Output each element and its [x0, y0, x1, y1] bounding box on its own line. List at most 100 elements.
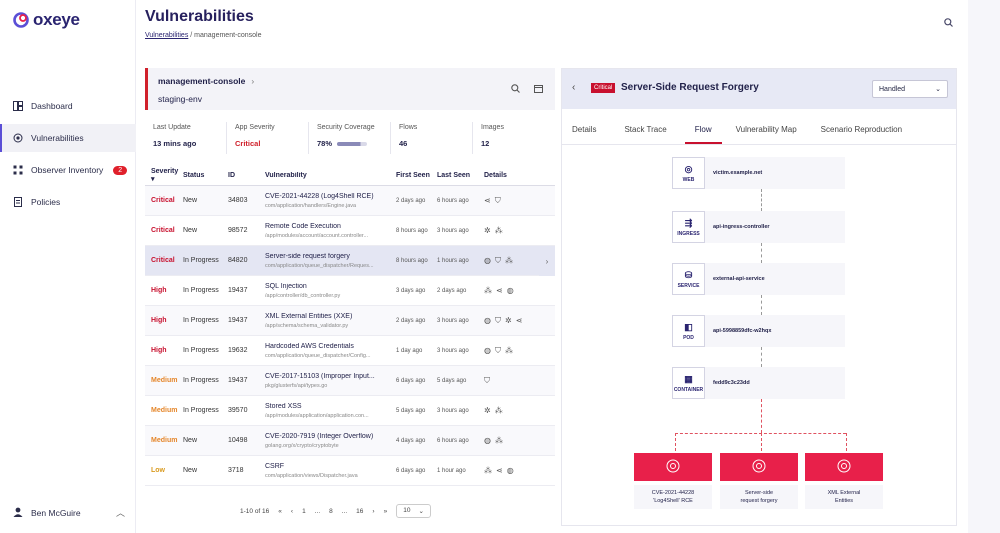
share-icon[interactable]: ⋖ [515, 315, 523, 325]
search-icon[interactable] [511, 84, 520, 95]
tab-flow[interactable]: Flow [684, 121, 722, 144]
sidebar-item-dashboard[interactable]: Dashboard [0, 92, 136, 120]
chat-icon[interactable]: ◍ [506, 286, 514, 295]
vulnerability-path: golang.org/x/crypto/cryptobyte [265, 442, 339, 449]
table-row[interactable]: High In Progress 19632 Hardcoded AWS Creden… [145, 336, 555, 366]
first-page-icon[interactable]: « [278, 507, 282, 515]
table-row[interactable]: High In Progress 19437 XML External Entitie… [145, 306, 555, 336]
page-8[interactable]: 8 [329, 507, 333, 515]
node-label: victim.example.net [713, 170, 763, 176]
sort-icon: ▾ [151, 176, 155, 183]
table-row[interactable]: Critical New 98572 Remote Code Execution/ap… [145, 216, 555, 246]
search-icon[interactable] [944, 18, 953, 29]
last-seen-cell: 3 hours ago [437, 347, 469, 354]
chevron-right-icon: › [251, 76, 255, 86]
column-header-last-seen[interactable]: Last Seen [437, 172, 471, 179]
chevron-right-icon[interactable]: › [539, 246, 555, 276]
flow-node-service[interactable]: ⛁ SERVICE external-api-service [672, 263, 845, 295]
oxeye-logo-icon [12, 11, 30, 29]
last-page-icon[interactable]: » [383, 507, 388, 515]
share-icon[interactable]: ⋖ [496, 466, 503, 475]
severity-cell: Critical [151, 257, 175, 264]
vulnerability-cell: Stored XSS/app/modules/application/appli… [265, 403, 396, 419]
table-row[interactable]: Medium New 10498 CVE-2020-7919 (Integer Ove… [145, 426, 555, 456]
user-menu[interactable]: Ben McGuire ︿ [13, 506, 125, 519]
last-seen-cell: 5 days ago [437, 377, 467, 384]
shield-icon[interactable]: ⛉ [494, 315, 501, 325]
next-page-icon[interactable]: › [372, 507, 375, 515]
vulnerability-target[interactable] [720, 453, 798, 481]
per-page-select[interactable]: 10 ⌄ [396, 504, 431, 518]
column-header-status[interactable]: Status [183, 172, 205, 179]
back-icon[interactable]: ‹ [572, 82, 576, 93]
tab-vulnerability-map[interactable]: Vulnerability Map [735, 125, 797, 134]
column-header-details: Details [484, 172, 507, 179]
tree-icon[interactable]: ⁂ [494, 406, 503, 415]
shield-icon[interactable]: ⛉ [494, 345, 501, 355]
tab-details[interactable]: Details [572, 125, 597, 134]
column-header-id[interactable]: ID [228, 172, 235, 179]
chat-icon[interactable]: ◍ [484, 255, 491, 265]
column-header-vulnerability[interactable]: Vulnerability [265, 172, 307, 179]
column-header-severity[interactable]: Severity ▾ [145, 168, 183, 183]
chat-icon[interactable]: ◍ [506, 466, 514, 475]
shield-icon[interactable]: ⛉ [494, 255, 501, 265]
gear-icon[interactable]: ✲ [484, 226, 491, 235]
shield-icon[interactable]: ⛉ [484, 375, 490, 385]
target-label-line: CVE-2021-44228 [651, 490, 695, 496]
sidebar: oxeye Dashboard Vulnerabilities Observer… [0, 0, 136, 533]
severity-badge: Critical [591, 83, 616, 93]
flow-node-web[interactable]: ◎ WEB victim.example.net [672, 157, 845, 189]
policies-icon [13, 197, 23, 207]
table-row[interactable]: Medium In Progress 19437 CVE-2017-15103 (Im… [145, 366, 555, 396]
chat-icon[interactable]: ◍ [484, 345, 491, 355]
share-icon[interactable]: ⋖ [496, 286, 503, 295]
tree-icon[interactable]: ⁂ [504, 255, 513, 265]
gear-icon[interactable]: ✲ [484, 406, 491, 415]
gear-icon[interactable]: ✲ [504, 315, 512, 325]
tree-icon[interactable]: ⁂ [484, 466, 492, 475]
breadcrumb-current: management-console [194, 32, 262, 39]
vulnerability-target[interactable] [805, 453, 883, 481]
table-row[interactable]: Low New 3718 CSRF com/application/views/Disp… [145, 456, 555, 486]
environment-header[interactable]: management-console › staging-env [145, 68, 555, 110]
first-seen-cell: 6 days ago [396, 467, 426, 474]
sidebar-item-observer-inventory[interactable]: Observer Inventory 2 [0, 156, 136, 184]
table-row[interactable]: High In Progress 19437 SQL Injection/app/co… [145, 276, 555, 306]
chat-icon[interactable]: ◍ [484, 315, 491, 325]
prev-page-icon[interactable]: ‹ [290, 507, 294, 515]
tree-icon[interactable]: ⁂ [504, 345, 513, 355]
status-select-value: Handled [879, 85, 906, 93]
flow-node-pod[interactable]: ◧ POD api-5998859dfc-w2hqx [672, 315, 845, 347]
first-seen-cell: 8 hours ago [396, 227, 428, 234]
tab-stack-trace[interactable]: Stack Trace [624, 125, 667, 134]
chat-icon[interactable]: ◍ [484, 436, 491, 445]
status-select[interactable]: Handled ⌄ [872, 80, 948, 98]
vulnerability-cell: Remote Code Execution/app/modules/accoun… [265, 223, 396, 239]
page-1[interactable]: 1 [302, 507, 306, 515]
tree-icon[interactable]: ⁂ [484, 286, 492, 295]
tree-icon[interactable]: ⁂ [494, 226, 503, 235]
flow-node-ingress[interactable]: ⇶ INGRESS api-ingress-controller [672, 211, 845, 243]
column-header-first-seen[interactable]: First Seen [396, 172, 430, 179]
vulnerability-target[interactable] [634, 453, 712, 481]
table-row[interactable]: Critical In Progress 84820 Server-side requ… [145, 246, 555, 276]
flow-node-container[interactable]: ▦ CONTAINER fedd9c3c23dd [672, 367, 845, 399]
tree-icon[interactable]: ⁂ [494, 436, 503, 445]
share-icon[interactable]: ⋖ [484, 195, 491, 205]
first-seen-cell: 8 hours ago [396, 257, 428, 264]
page-16[interactable]: 16 [356, 507, 364, 515]
sidebar-item-policies[interactable]: Policies [0, 188, 136, 216]
logo[interactable]: oxeye [12, 10, 80, 30]
sidebar-item-vulnerabilities[interactable]: Vulnerabilities [0, 124, 136, 152]
vulnerability-title: Hardcoded AWS Credentials [265, 342, 354, 350]
severity-cell: Medium [151, 407, 178, 414]
shield-icon[interactable]: ⛉ [494, 195, 501, 205]
breadcrumb-link[interactable]: Vulnerabilities [145, 32, 189, 39]
node-type: INGRESS [677, 230, 700, 237]
table-row[interactable]: Critical New 34803 CVE-2021-44228 (Log4Shel… [145, 186, 555, 216]
tab-scenario-reproduction[interactable]: Scenario Reproduction [820, 125, 903, 134]
calendar-icon[interactable] [534, 84, 543, 95]
table-row[interactable]: Medium In Progress 39570 Stored XSS/app/mod… [145, 396, 555, 426]
node-type: WEB [682, 176, 695, 183]
